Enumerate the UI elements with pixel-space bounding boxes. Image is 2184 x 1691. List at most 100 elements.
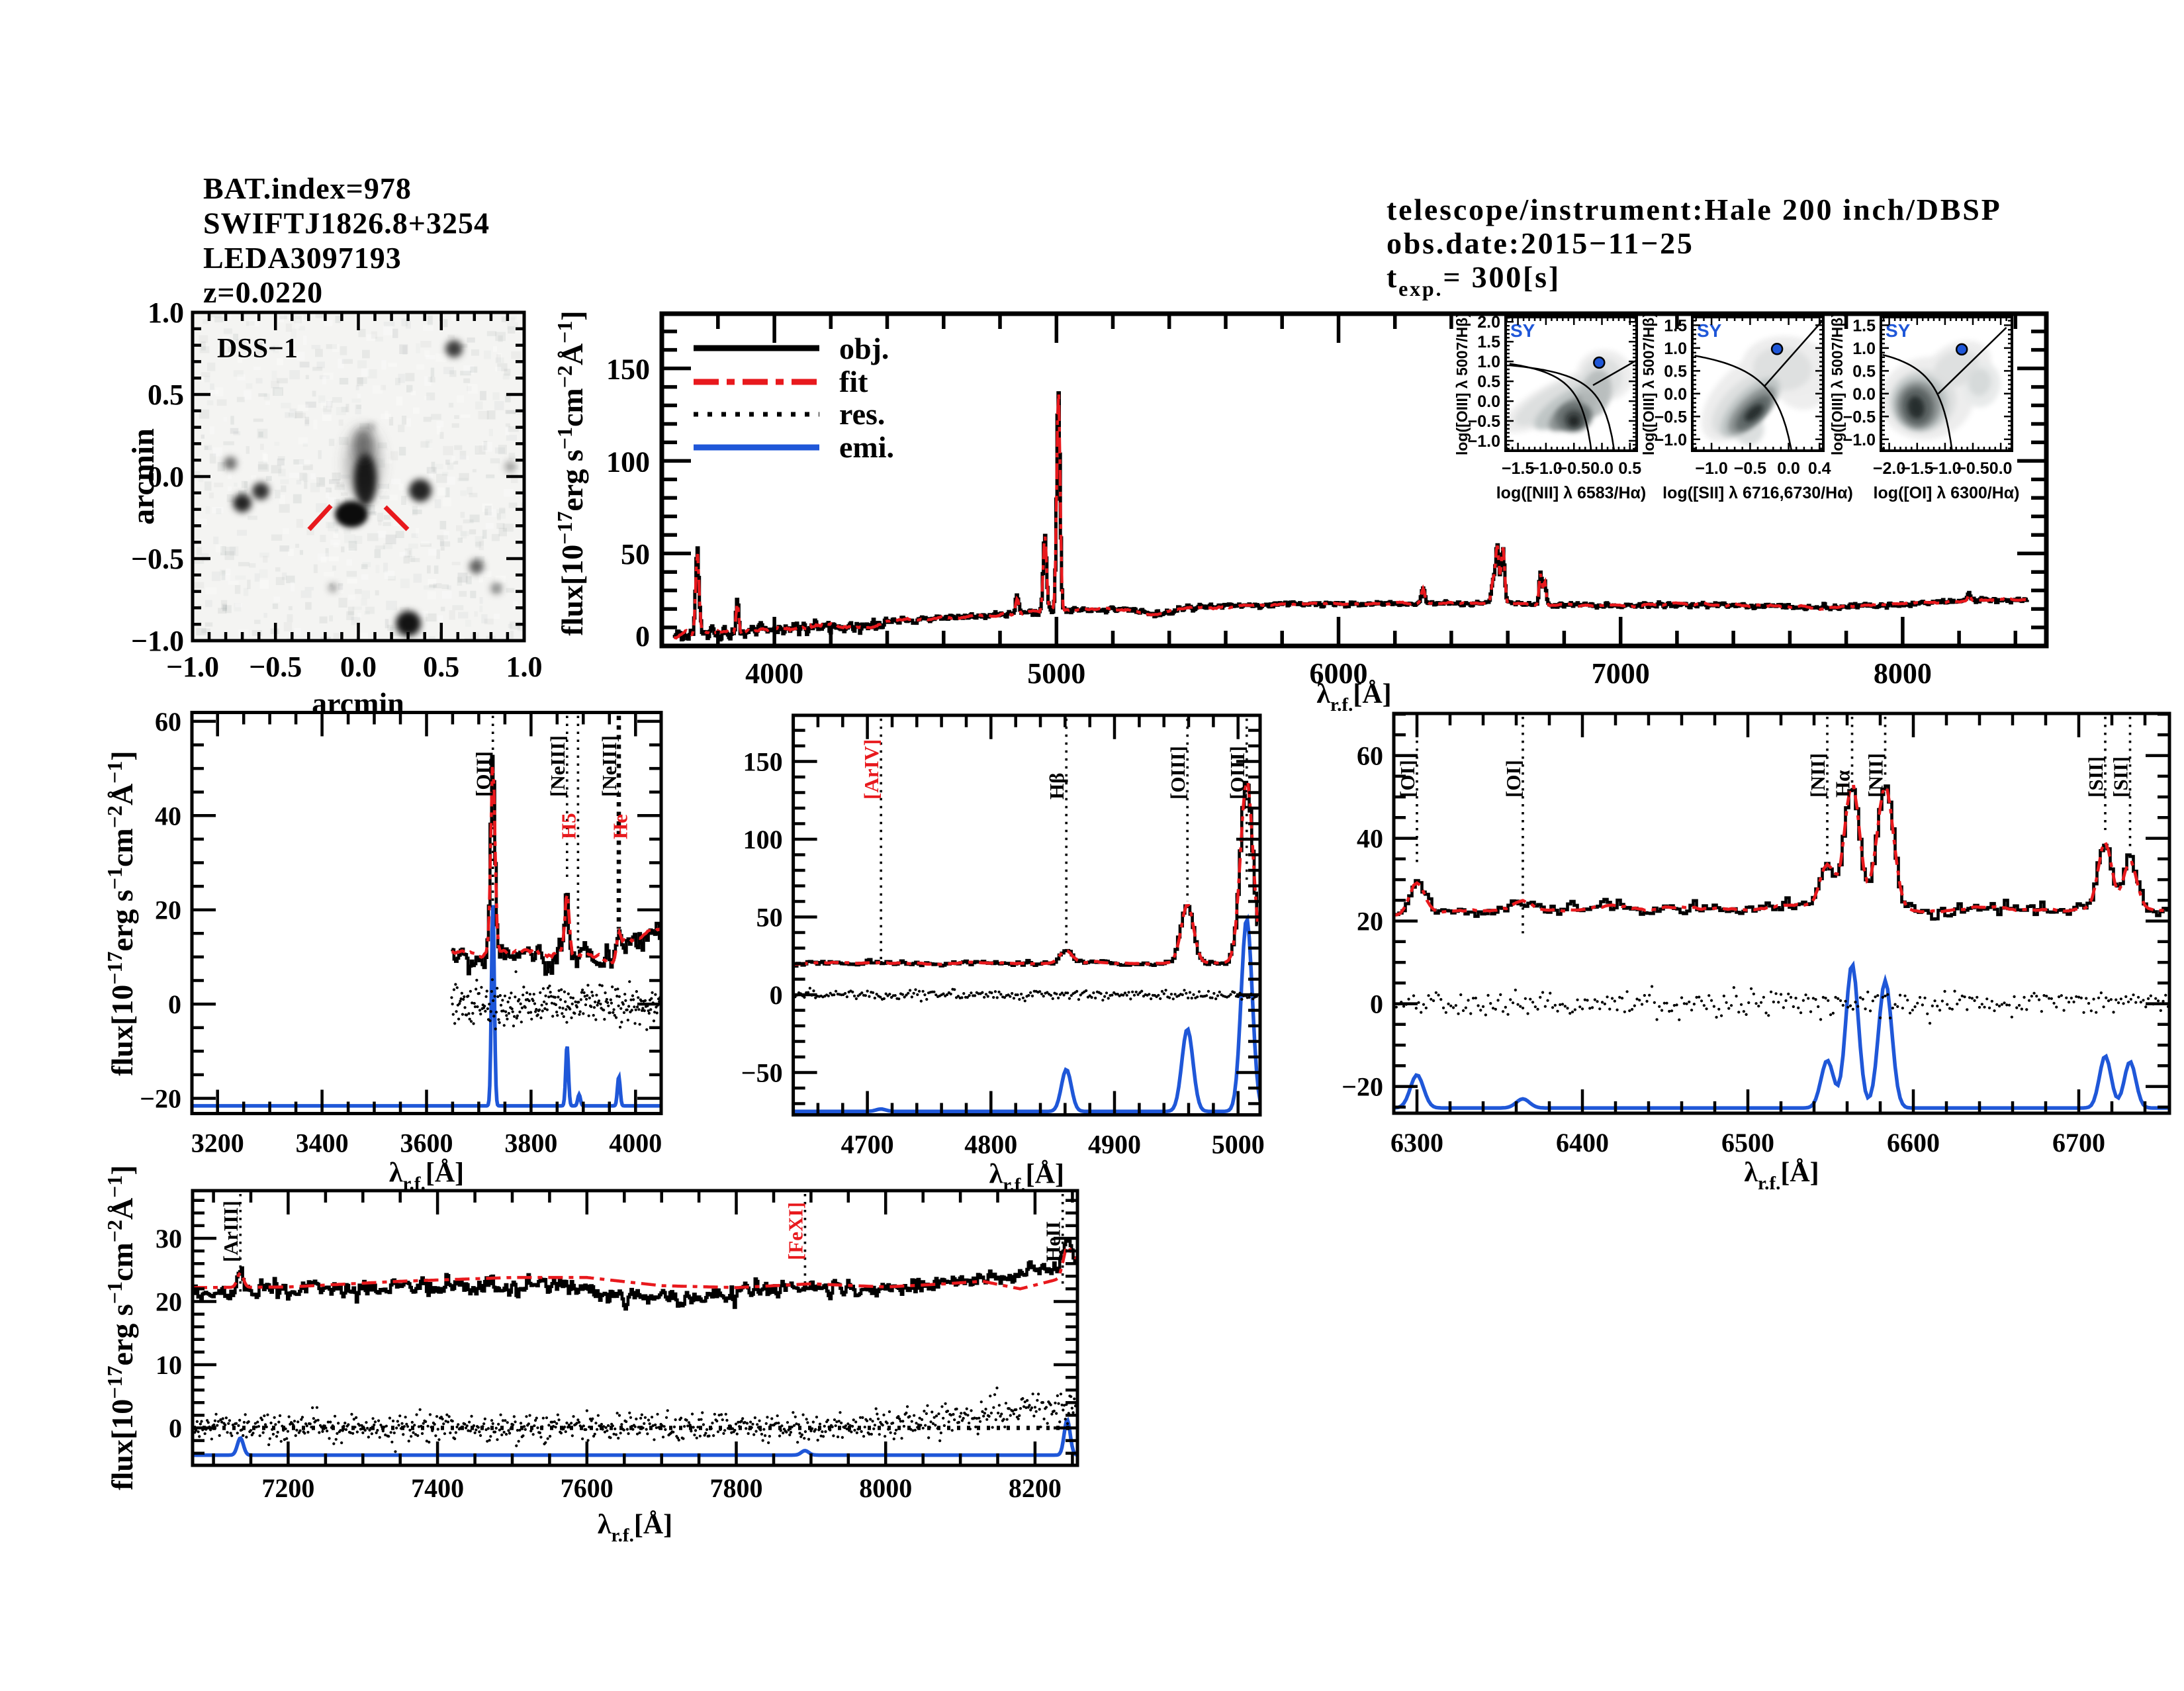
svg-text:obs.date:2015−11−25: obs.date:2015−11−25 [1387, 226, 1694, 260]
svg-text:−1.5: −1.5 [1901, 459, 1933, 478]
svg-text:1.0: 1.0 [506, 651, 543, 683]
svg-text:0.0: 0.0 [148, 461, 184, 493]
svg-text:[OI]: [OI] [1502, 760, 1525, 798]
svg-text:6500: 6500 [1721, 1128, 1774, 1158]
svg-text:1.0: 1.0 [1852, 340, 1876, 358]
svg-text:0.0: 0.0 [1852, 385, 1876, 404]
svg-text:SY: SY [1697, 320, 1722, 341]
svg-text:0.0: 0.0 [1989, 459, 2013, 478]
svg-text:−0.5: −0.5 [1734, 459, 1766, 478]
svg-text:−1.0: −1.0 [1843, 431, 1876, 449]
svg-text:[SII]: [SII] [2084, 756, 2107, 798]
svg-text:0: 0 [635, 620, 650, 653]
svg-text:SWIFTJ1826.8+3254: SWIFTJ1826.8+3254 [203, 206, 490, 240]
svg-text:100: 100 [743, 825, 783, 854]
svg-text:1.0: 1.0 [148, 297, 184, 329]
svg-text:0.5: 0.5 [1852, 362, 1876, 381]
svg-text:−0.5: −0.5 [1468, 412, 1500, 431]
svg-text:−2.0: −2.0 [1873, 459, 1905, 478]
svg-text:1.5: 1.5 [1852, 316, 1876, 335]
svg-text:H5: H5 [557, 813, 580, 839]
svg-text:60: 60 [155, 707, 181, 737]
svg-text:[OII]: [OII] [472, 751, 495, 797]
svg-text:50: 50 [621, 538, 650, 571]
svg-text:fit: fit [839, 365, 868, 398]
svg-text:BAT.index=978: BAT.index=978 [203, 171, 412, 205]
svg-text:Hα: Hα [1831, 770, 1854, 798]
svg-text:5000: 5000 [1027, 657, 1085, 690]
svg-text:6400: 6400 [1556, 1128, 1609, 1158]
svg-text:0: 0 [1370, 989, 1383, 1019]
svg-text:20: 20 [155, 895, 181, 925]
svg-text:−1.0: −1.0 [166, 651, 219, 683]
svg-text:0.5: 0.5 [148, 379, 184, 411]
svg-text:4000: 4000 [609, 1128, 662, 1158]
svg-text:0.5: 0.5 [423, 651, 459, 683]
svg-text:6600: 6600 [1887, 1128, 1940, 1158]
svg-text:1.5: 1.5 [1664, 316, 1687, 335]
svg-text:10: 10 [156, 1350, 182, 1380]
svg-text:−0.5: −0.5 [1956, 459, 1989, 478]
svg-text:4700: 4700 [841, 1130, 894, 1160]
svg-text:8000: 8000 [1874, 657, 1932, 690]
svg-text:20: 20 [156, 1287, 182, 1317]
svg-text:4000: 4000 [745, 657, 803, 690]
svg-text:λr.f.[Å]: λr.f.[Å] [389, 1158, 464, 1195]
svg-text:3600: 3600 [400, 1128, 453, 1158]
svg-text:7000: 7000 [1592, 657, 1650, 690]
svg-text:−20: −20 [1342, 1072, 1383, 1102]
svg-text:0.0: 0.0 [1477, 392, 1500, 411]
svg-text:0.5: 0.5 [1618, 459, 1641, 478]
svg-text:0: 0 [168, 989, 181, 1019]
svg-text:[NeIII]: [NeIII] [598, 735, 621, 797]
svg-text:[OIII]: [OIII] [1166, 746, 1189, 800]
svg-text:[FeXI]: [FeXI] [784, 1202, 807, 1260]
svg-text:λr.f.[Å]: λr.f.[Å] [1744, 1158, 1819, 1194]
svg-text:LEDA3097193: LEDA3097193 [203, 241, 402, 275]
svg-text:[OIII]: [OIII] [1226, 746, 1249, 800]
svg-text:log([NII] λ 6583/Hα): log([NII] λ 6583/Hα) [1496, 484, 1647, 502]
svg-text:DSS−1: DSS−1 [217, 334, 298, 364]
svg-text:flux[10−17erg s−1cm−2Å−1]: flux[10−17erg s−1cm−2Å−1] [103, 751, 139, 1076]
svg-text:7200: 7200 [261, 1473, 314, 1503]
svg-text:HeII: HeII [1042, 1221, 1065, 1262]
svg-text:150: 150 [743, 747, 783, 777]
svg-text:[ArIV]: [ArIV] [860, 739, 883, 800]
svg-text:flux[10−17erg s−1cm−2Å−1]: flux[10−17erg s−1cm−2Å−1] [103, 1165, 139, 1490]
svg-text:3400: 3400 [296, 1128, 349, 1158]
svg-text:[ArIII]: [ArIII] [219, 1201, 242, 1262]
svg-text:log([OIII] λ 5007/Hβ): log([OIII] λ 5007/Hβ) [1640, 312, 1657, 455]
svg-text:[SII]: [SII] [2109, 756, 2132, 798]
svg-text:−1.0: −1.0 [1929, 459, 1961, 478]
svg-text:0.5: 0.5 [1477, 373, 1500, 391]
svg-text:z=0.0220: z=0.0220 [203, 275, 323, 309]
svg-text:7800: 7800 [710, 1473, 763, 1503]
svg-text:0: 0 [770, 980, 783, 1010]
svg-text:log([OIII] λ 5007/Hβ): log([OIII] λ 5007/Hβ) [1453, 312, 1471, 455]
svg-text:30: 30 [156, 1224, 182, 1254]
svg-text:7600: 7600 [561, 1473, 614, 1503]
svg-text:0.0: 0.0 [340, 651, 377, 683]
svg-text:8000: 8000 [859, 1473, 912, 1503]
svg-text:−20: −20 [140, 1084, 181, 1114]
svg-text:λr.f.[Å]: λr.f.[Å] [598, 1510, 672, 1546]
svg-text:−0.5: −0.5 [1558, 459, 1590, 478]
svg-text:[NeIII]: [NeIII] [546, 735, 569, 797]
svg-text:−1.0: −1.0 [1468, 432, 1500, 451]
svg-text:50: 50 [756, 903, 783, 933]
svg-text:arcmin: arcmin [312, 686, 404, 720]
svg-text:0.0: 0.0 [1777, 459, 1800, 478]
svg-text:4900: 4900 [1088, 1130, 1141, 1160]
svg-text:0.0: 0.0 [1664, 385, 1687, 404]
svg-text:telescope/instrument:Hale 200: telescope/instrument:Hale 200 inch/DBSP [1387, 193, 2001, 226]
svg-text:6000: 6000 [1310, 657, 1368, 690]
svg-text:6300: 6300 [1390, 1128, 1443, 1158]
svg-text:res.: res. [839, 397, 885, 431]
svg-text:2.0: 2.0 [1477, 313, 1500, 332]
svg-text:−1.0: −1.0 [1695, 459, 1727, 478]
svg-text:−1.5: −1.5 [1502, 459, 1534, 478]
svg-text:40: 40 [155, 801, 181, 831]
svg-text:−0.5: −0.5 [249, 651, 302, 683]
svg-text:4800: 4800 [964, 1130, 1017, 1160]
svg-text:60: 60 [1357, 741, 1383, 771]
